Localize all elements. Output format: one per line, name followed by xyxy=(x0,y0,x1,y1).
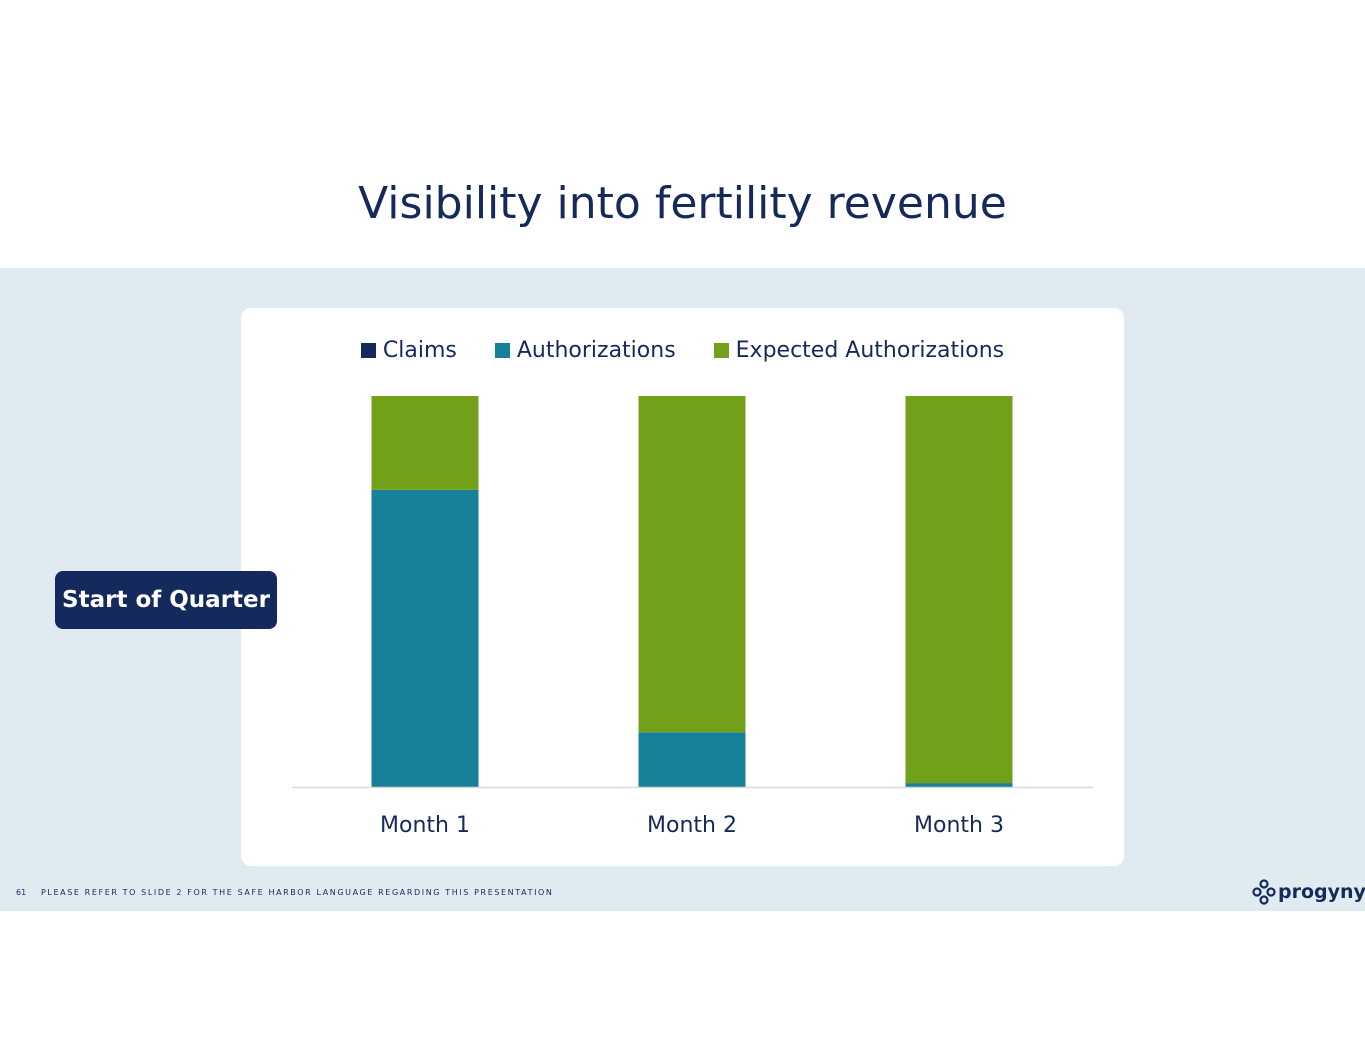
page-number: 61 xyxy=(16,888,27,897)
legend-item-claims: Claims xyxy=(360,338,457,363)
logo-text: progyny xyxy=(1278,881,1365,903)
progyny-logo: progyny xyxy=(1252,879,1365,905)
chart-legend: Claims Authorizations Expected Authoriza… xyxy=(241,338,1124,363)
x-tick-label: Month 2 xyxy=(647,813,737,838)
bar-authorizations-2 xyxy=(638,732,746,787)
stacked-bar-chart: Month 1 Month 2 Month 3 xyxy=(292,396,1093,838)
bar-authorizations-3 xyxy=(905,783,1013,787)
legend-label: Authorizations xyxy=(516,338,676,363)
footer-disclaimer: PLEASE REFER TO SLIDE 2 FOR THE SAFE HAR… xyxy=(41,888,554,897)
x-tick-label: Month 1 xyxy=(380,813,470,838)
bar-expected-authorizations-1 xyxy=(371,396,479,490)
slide-title: Visibility into fertility revenue xyxy=(358,178,1007,229)
legend-swatch xyxy=(494,343,510,358)
start-of-quarter-badge: Start of Quarter xyxy=(55,571,277,629)
legend-label: Expected Authorizations xyxy=(735,338,1005,363)
legend-label: Claims xyxy=(382,338,457,363)
chart-card: Claims Authorizations Expected Authoriza… xyxy=(241,308,1124,866)
bar-expected-authorizations-2 xyxy=(638,396,746,733)
legend-swatch xyxy=(360,343,376,358)
x-tick-label: Month 3 xyxy=(914,813,1004,838)
legend-swatch xyxy=(713,343,729,358)
legend-item-authorizations: Authorizations xyxy=(494,338,676,363)
bar-expected-authorizations-3 xyxy=(905,396,1013,784)
bar-authorizations-1 xyxy=(371,489,479,787)
logo-icon xyxy=(1252,879,1276,905)
legend-item-expected: Expected Authorizations xyxy=(713,338,1005,363)
